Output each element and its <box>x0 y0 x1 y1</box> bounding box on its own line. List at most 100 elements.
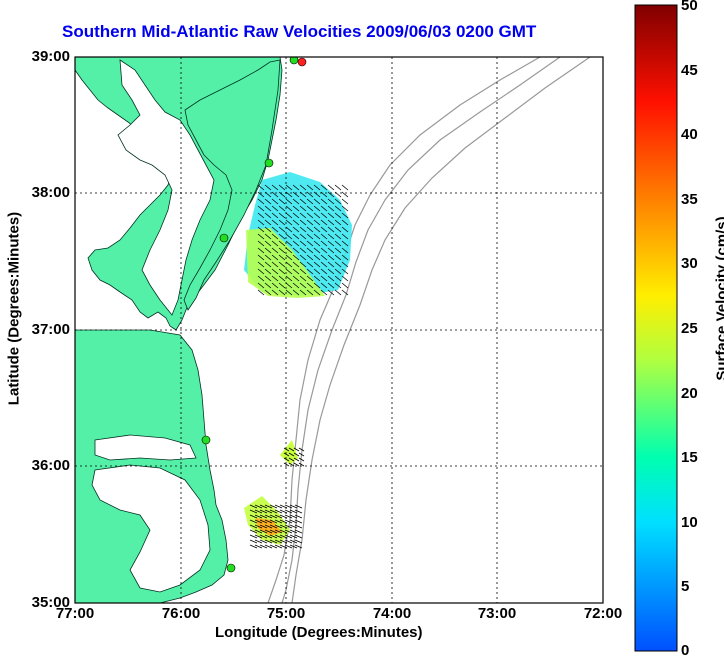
colorbar-tick: 30 <box>681 255 698 272</box>
velocity-arrow <box>327 212 335 219</box>
velocity-arrow <box>264 534 273 539</box>
velocity-arrow <box>341 191 349 198</box>
velocity-arrow <box>341 205 349 212</box>
velocity-arrow <box>292 275 300 282</box>
velocity-arrow <box>271 275 279 282</box>
velocity-arrow <box>259 524 268 529</box>
velocity-arrow <box>320 233 328 240</box>
velocity-arrow <box>313 205 321 212</box>
velocity-arrow <box>278 205 286 212</box>
velocity-arrow <box>313 212 321 219</box>
velocity-arrow <box>257 275 265 282</box>
velocity-arrow <box>293 457 300 462</box>
colorbar-label: Surface Velocity (cm/s) <box>713 216 724 381</box>
velocity-arrow <box>264 539 273 544</box>
velocity-arrow <box>271 198 279 205</box>
velocity-arrows <box>249 184 349 549</box>
grid-lines <box>75 57 603 603</box>
velocity-arrow <box>264 254 272 261</box>
velocity-arrow <box>334 261 342 268</box>
velocity-arrow <box>292 289 300 296</box>
velocity-arrow <box>320 240 328 247</box>
velocity-arrow <box>264 519 273 524</box>
velocity-arrow <box>327 191 335 198</box>
velocity-arrow <box>259 539 268 544</box>
velocity-arrow <box>334 219 342 226</box>
velocity-arrow <box>249 514 258 519</box>
velocity-arrow <box>278 212 286 219</box>
velocity-arrow <box>341 240 349 247</box>
velocity-arrow <box>284 519 293 524</box>
velocity-arrow <box>292 268 300 275</box>
velocity-arrow <box>264 504 273 509</box>
velocity-arrow <box>327 219 335 226</box>
velocity-arrow <box>299 205 307 212</box>
velocity-arrow <box>299 184 307 191</box>
velocity-arrow <box>341 184 349 191</box>
velocity-arrow <box>259 504 268 509</box>
velocity-arrow <box>254 509 263 514</box>
velocity-arrow <box>259 529 268 534</box>
velocity-arrow <box>283 452 290 457</box>
velocity-arrow <box>294 509 303 514</box>
velocity-arrow <box>341 198 349 205</box>
velocity-arrow <box>299 275 307 282</box>
colorbar-tick: 0 <box>681 642 690 659</box>
velocity-arrow <box>278 261 286 268</box>
velocity-arrow <box>283 447 290 452</box>
velocity-arrow <box>293 447 300 452</box>
x-tick: 77:00 <box>55 605 95 622</box>
velocity-arrow <box>334 282 342 289</box>
velocity-arrow <box>320 219 328 226</box>
velocity-arrow <box>269 504 278 509</box>
velocity-arrow <box>313 233 321 240</box>
velocity-arrow <box>284 539 293 544</box>
velocity-arrow <box>264 275 272 282</box>
velocity-arrow <box>334 212 342 219</box>
velocity-arrow <box>288 447 295 452</box>
velocity-arrow <box>285 254 293 261</box>
y-tick: 35:00 <box>31 594 70 611</box>
velocity-arrow <box>274 504 283 509</box>
velocity-arrow <box>274 519 283 524</box>
velocity-arrow <box>299 282 307 289</box>
velocity-arrow <box>306 184 314 191</box>
velocity-arrow <box>292 212 300 219</box>
y-tick: 39:00 <box>31 48 70 65</box>
velocity-arrow <box>327 254 335 261</box>
colorbar-tick: 45 <box>681 62 698 79</box>
velocity-arrow <box>306 212 314 219</box>
velocity-arrow <box>289 529 298 534</box>
velocity-arrow <box>320 289 328 296</box>
colorbar-tick: 5 <box>681 578 690 595</box>
velocity-arrow <box>341 275 349 282</box>
velocity-arrow <box>271 219 279 226</box>
velocity-arrow <box>259 519 268 524</box>
velocity-arrow <box>264 233 272 240</box>
velocity-arrow <box>294 524 303 529</box>
velocity-arrow <box>274 514 283 519</box>
velocity-arrow <box>306 268 314 275</box>
velocity-arrow <box>292 205 300 212</box>
velocity-arrow <box>264 524 273 529</box>
velocity-arrow <box>257 226 265 233</box>
velocity-arrow <box>288 457 295 462</box>
velocity-arrow <box>285 184 293 191</box>
velocity-arrow <box>334 240 342 247</box>
velocity-arrow <box>254 534 263 539</box>
colorbar-tick: 40 <box>681 126 698 143</box>
colorbar-tick: 25 <box>681 320 698 337</box>
velocity-arrow <box>249 529 258 534</box>
velocity-arrow <box>271 282 279 289</box>
velocity-arrow <box>306 226 314 233</box>
y-axis-label: Latitude (Degrees:Minutes) <box>5 211 23 406</box>
velocity-arrow <box>285 198 293 205</box>
velocity-arrow <box>306 219 314 226</box>
velocity-arrow <box>264 268 272 275</box>
velocity-arrow <box>293 462 300 467</box>
y-tick: 37:00 <box>31 321 70 338</box>
velocity-arrow <box>334 268 342 275</box>
velocity-arrow <box>299 212 307 219</box>
velocity-arrow <box>289 534 298 539</box>
velocity-arrow <box>274 534 283 539</box>
